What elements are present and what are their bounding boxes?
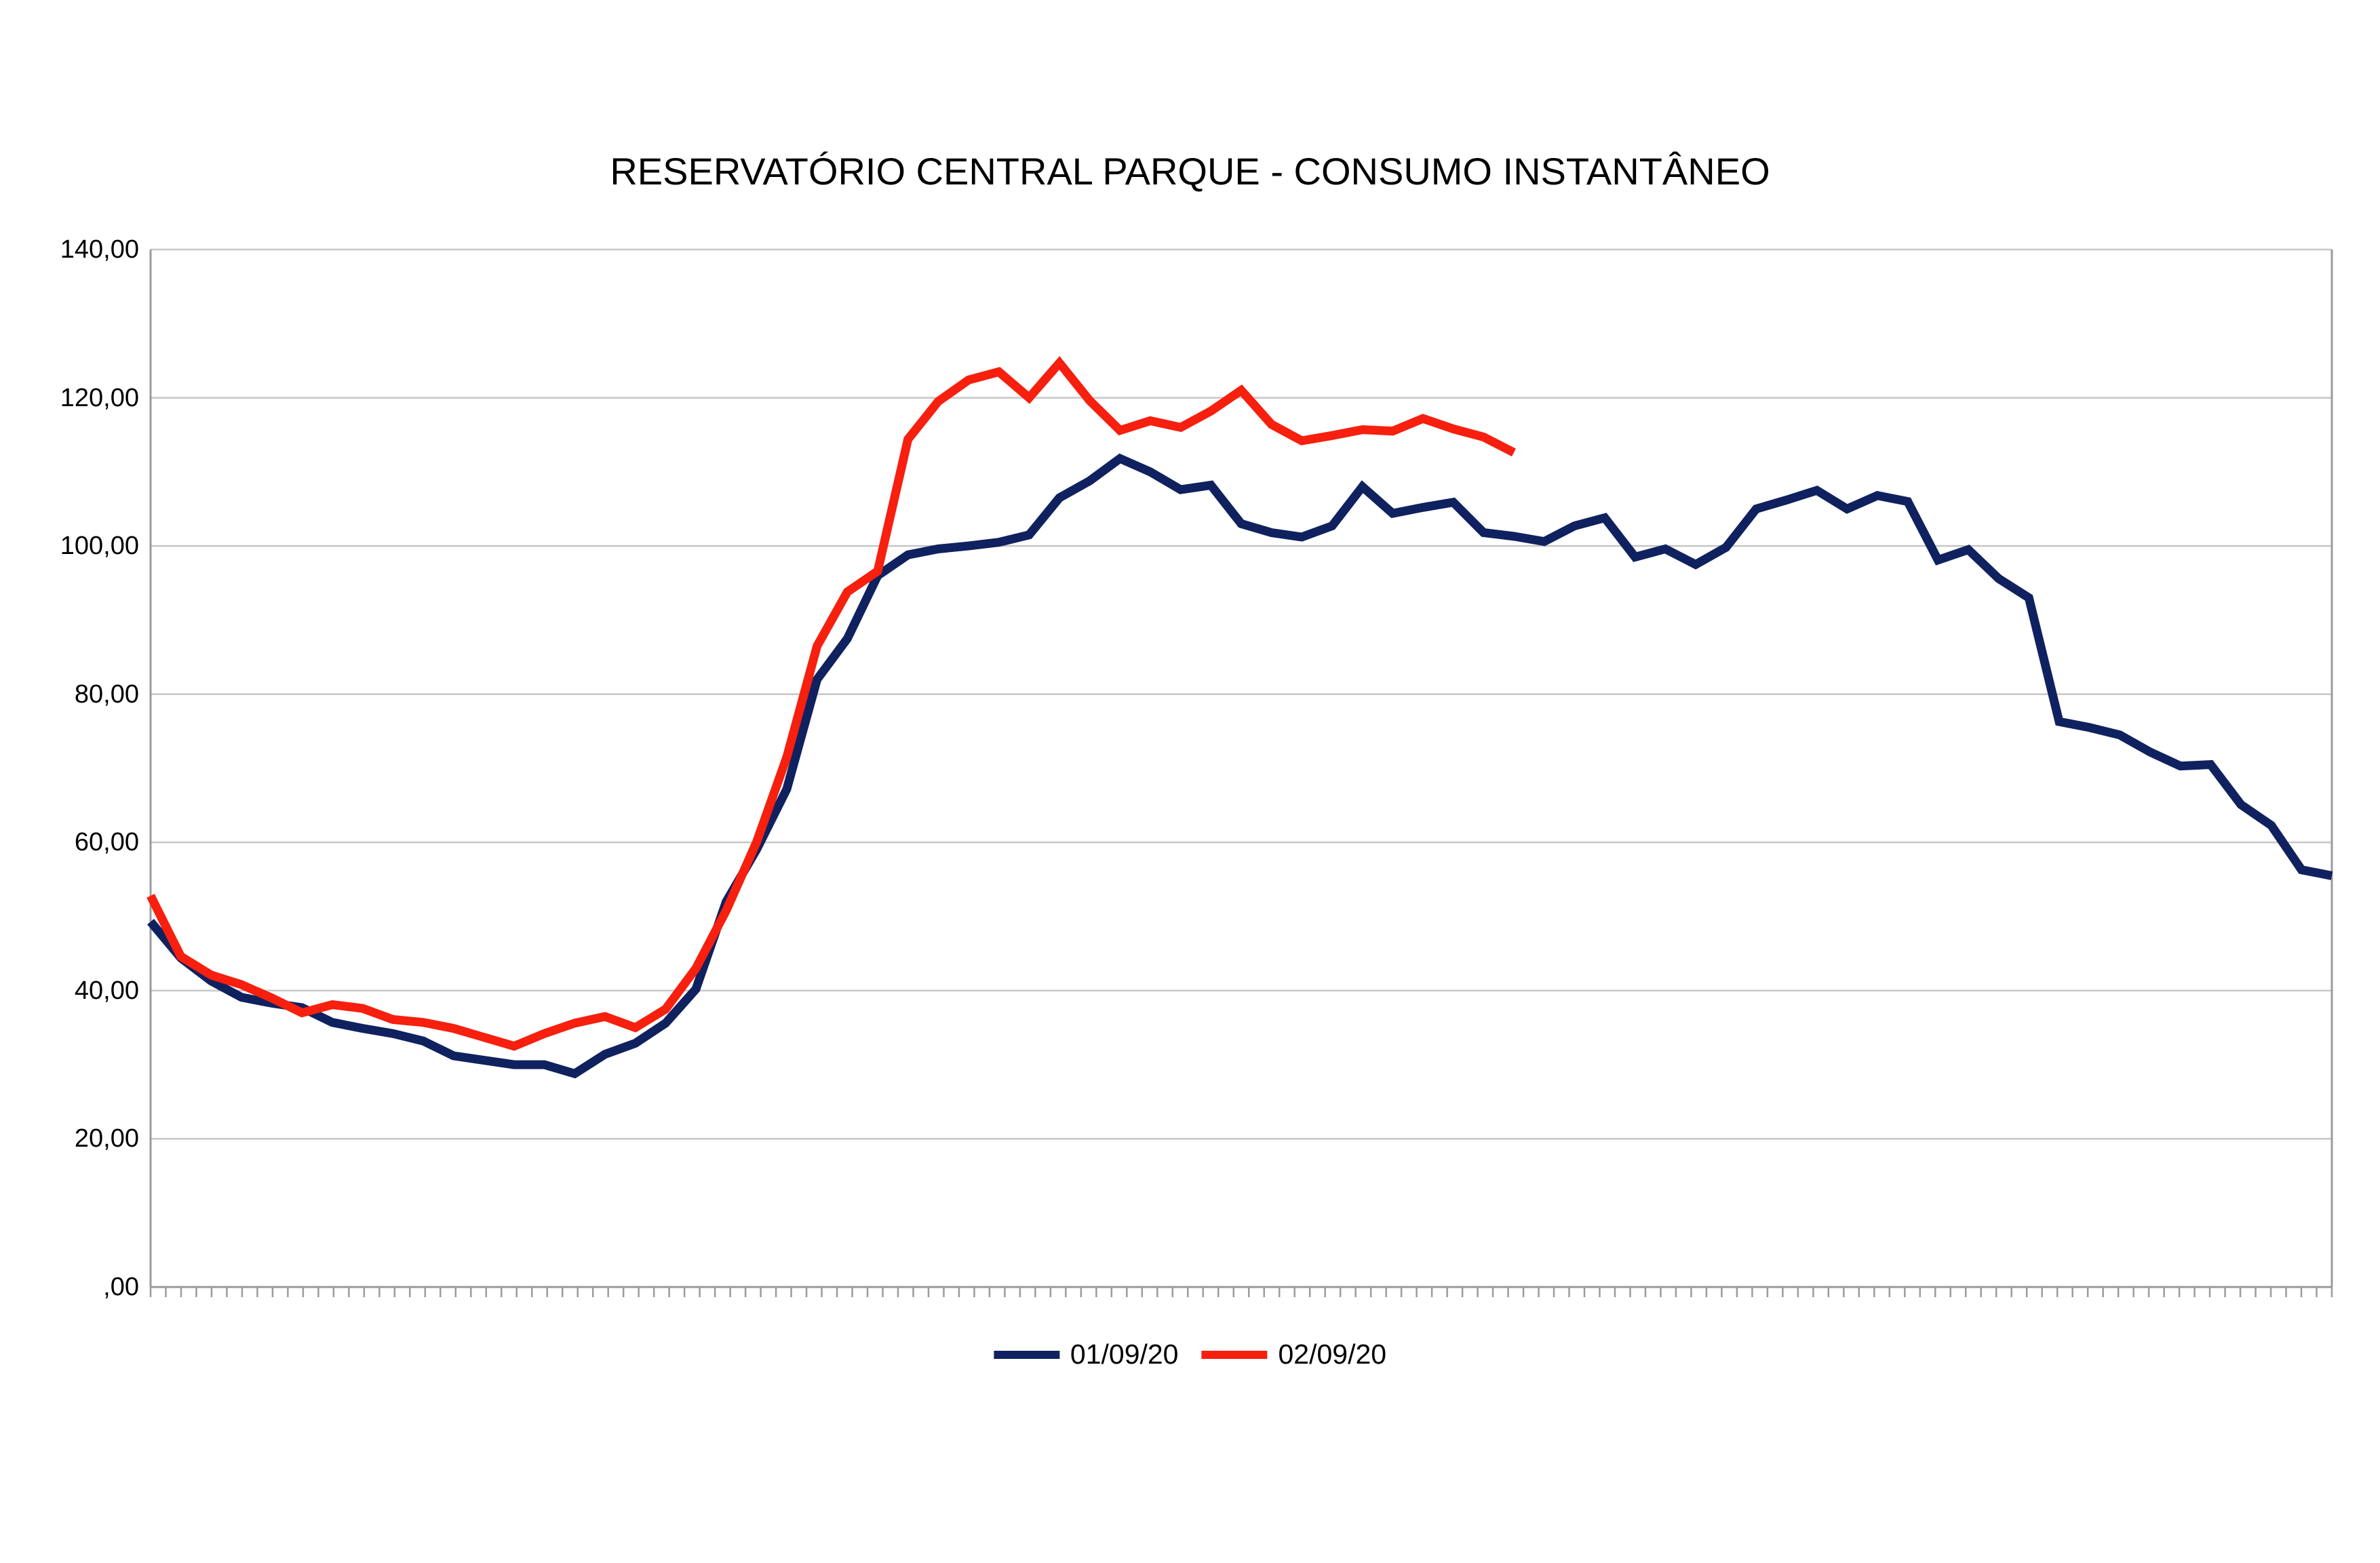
- series-line-01-09-20: [147, 453, 2333, 1079]
- y-axis-tick-label: 100,00: [60, 532, 139, 561]
- y-axis-tick-label: ,00: [103, 1273, 139, 1301]
- legend-label-series2: 02/09/20: [1278, 1339, 1387, 1370]
- y-axis-tick-label: 40,00: [74, 976, 139, 1005]
- legend-swatch-series2: [1201, 1350, 1268, 1359]
- y-axis-tick-label: 20,00: [74, 1124, 139, 1153]
- y-axis-tick-label: 140,00: [60, 235, 139, 264]
- legend: 01/09/20 02/09/20: [993, 1339, 1387, 1370]
- chart-title: RESERVATÓRIO CENTRAL PARQUE - CONSUMO IN…: [610, 150, 1770, 193]
- legend-label-series1: 01/09/20: [1070, 1339, 1179, 1370]
- legend-swatch-series1: [993, 1350, 1059, 1359]
- series-line-02-09-20: [147, 356, 1516, 1051]
- y-axis-tick-label: 80,00: [74, 679, 139, 709]
- y-axis-tick-label: 120,00: [60, 383, 139, 412]
- y-axis-tick-label: 60,00: [74, 828, 139, 857]
